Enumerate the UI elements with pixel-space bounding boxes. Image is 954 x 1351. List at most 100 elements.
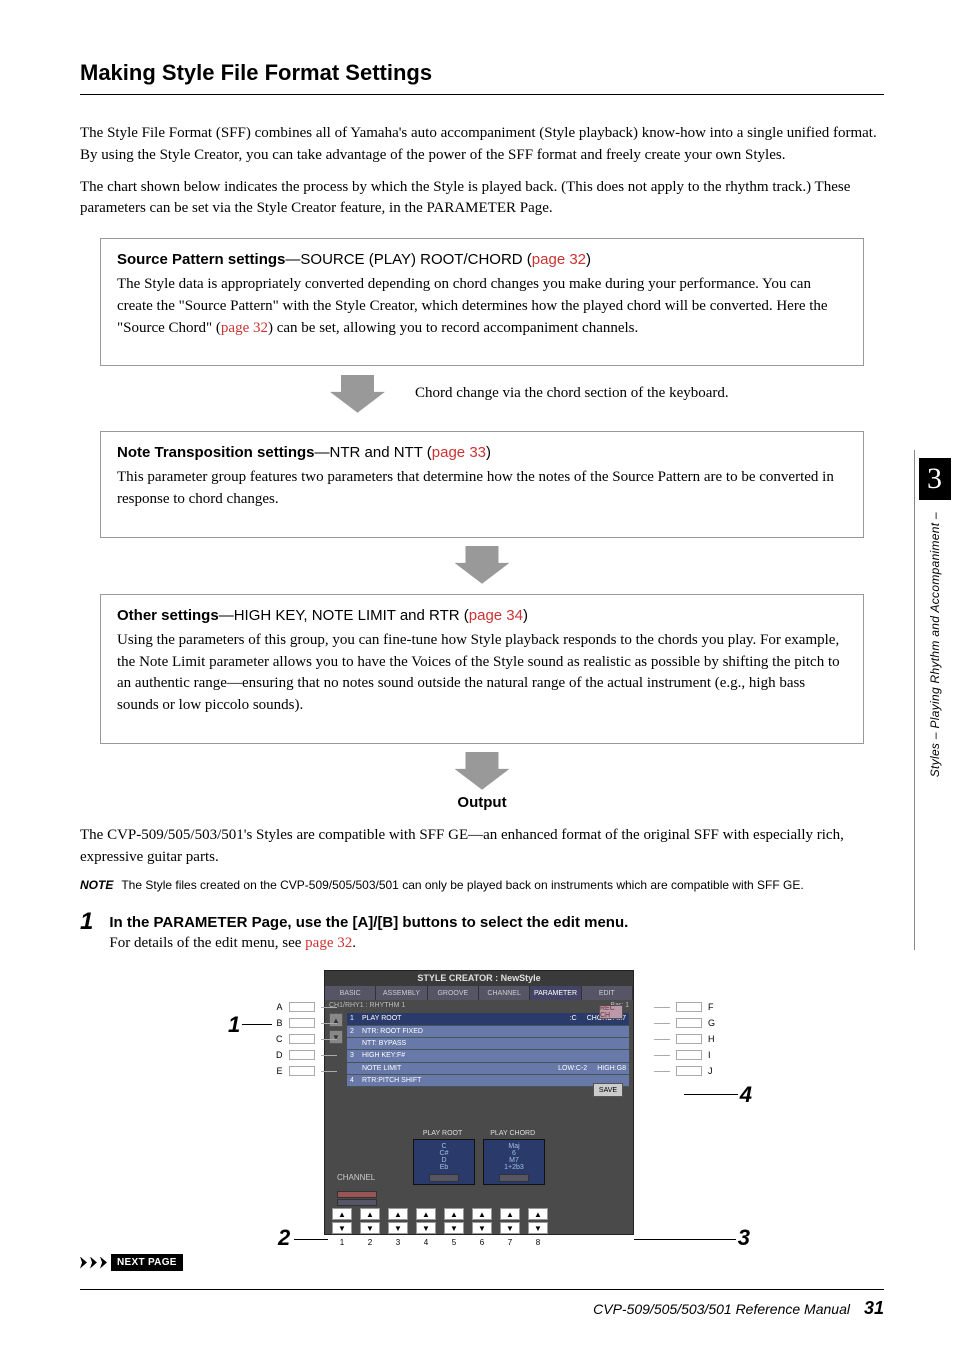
save-button[interactable]: SAVE	[593, 1083, 623, 1097]
bottom-up-button-4[interactable]: ▲	[416, 1208, 436, 1220]
tab-groove[interactable]: GROOVE	[428, 986, 479, 1000]
param-row[interactable]: 3HIGH KEY:F#	[347, 1050, 629, 1062]
callout-line	[294, 1239, 328, 1240]
chord-panel-right: Maj6M71+2b3	[483, 1139, 545, 1185]
callout-1: 1	[228, 1012, 240, 1038]
bottom-down-button-1[interactable]: ▼	[332, 1222, 352, 1234]
note-text: The Style files created on the CVP-509/5…	[121, 878, 803, 892]
bottom-down-button-5[interactable]: ▼	[444, 1222, 464, 1234]
channel-up-icon[interactable]	[337, 1191, 377, 1198]
side-button-B[interactable]	[289, 1018, 315, 1028]
box3-title-link[interactable]: page 34	[469, 607, 523, 624]
side-button-G[interactable]	[676, 1018, 702, 1028]
box1-body: The Style data is appropriately converte…	[117, 274, 847, 339]
bottom-num-label: 5	[452, 1238, 456, 1247]
side-button-F[interactable]	[676, 1002, 702, 1012]
next-page-label[interactable]: NEXT PAGE	[111, 1254, 183, 1271]
bar-row: CH1/RHY1 : RHYTHM 1 Bar: 1	[325, 1000, 633, 1011]
bottom-down-button-6[interactable]: ▼	[472, 1222, 492, 1234]
param-area: ▲ ▼ 1PLAY ROOT:CCHORD: M72NTR: ROOT FIXE…	[325, 1011, 633, 1089]
bottom-num-label: 8	[536, 1238, 540, 1247]
box-source-pattern: Source Pattern settings—SOURCE (PLAY) RO…	[100, 238, 864, 366]
tab-parameter[interactable]: PARAMETER	[530, 986, 581, 1000]
bottom-down-button-4[interactable]: ▼	[416, 1222, 436, 1234]
step-1-title: In the PARAMETER Page, use the [A]/[B] b…	[109, 914, 628, 931]
side-tab-num: 3	[919, 458, 951, 500]
box2-body: This parameter group features two parame…	[117, 467, 847, 511]
figure-wrap: STYLE CREATOR : NewStyle BASICASSEMBLYGR…	[80, 970, 884, 1245]
tab-edit[interactable]: EDIT	[582, 986, 633, 1000]
side-button-D[interactable]	[289, 1050, 315, 1060]
param-row[interactable]: 4RTR:PITCH SHIFT	[347, 1075, 629, 1087]
side-button-J[interactable]	[676, 1066, 702, 1076]
arrow-down-icon	[455, 752, 510, 790]
tab-assembly[interactable]: ASSEMBLY	[376, 986, 427, 1000]
side-btn-label: H	[708, 1034, 715, 1044]
step-1-body: For details of the edit menu, see page 3…	[109, 935, 628, 952]
side-button-E[interactable]	[289, 1066, 315, 1076]
compat-text: The CVP-509/505/503/501's Styles are com…	[80, 825, 884, 869]
footer-page: 31	[864, 1298, 884, 1319]
step-1-num: 1	[80, 910, 93, 952]
channel-down-icon[interactable]	[337, 1199, 377, 1206]
side-btn-label: B	[276, 1018, 282, 1028]
rec-ch-button[interactable]: REC CH	[599, 1005, 623, 1019]
bottom-up-button-2[interactable]: ▲	[360, 1208, 380, 1220]
param-row[interactable]: 1PLAY ROOT:CCHORD: M7	[347, 1013, 629, 1025]
bottom-num-label: 1	[340, 1238, 344, 1247]
screen-title: STYLE CREATOR : NewStyle	[325, 971, 633, 986]
side-btn-label: J	[708, 1066, 713, 1076]
output-label: Output	[457, 794, 506, 811]
box1-body-link[interactable]: page 32	[221, 320, 268, 336]
side-btn-label: D	[276, 1050, 283, 1060]
side-button-I[interactable]	[676, 1050, 702, 1060]
next-page-tag: NEXT PAGE	[80, 1254, 183, 1271]
intro-para-2: The chart shown below indicates the proc…	[80, 177, 884, 221]
bottom-up-button-6[interactable]: ▲	[472, 1208, 492, 1220]
step1-body-b: .	[352, 935, 356, 951]
param-list: 1PLAY ROOT:CCHORD: M72NTR: ROOT FIXEDNTT…	[347, 1013, 629, 1087]
side-btn-label: C	[276, 1034, 283, 1044]
box3-body: Using the parameters of this group, you …	[117, 630, 847, 717]
box1-title-link[interactable]: page 32	[532, 251, 586, 268]
next-chevrons-icon	[80, 1257, 107, 1269]
page-heading: Making Style File Format Settings	[80, 60, 884, 95]
channel-label: CHANNEL	[337, 1173, 375, 1182]
bottom-down-button-3[interactable]: ▼	[388, 1222, 408, 1234]
footer: CVP-509/505/503/501 Reference Manual 31	[80, 1289, 884, 1319]
step1-body-link[interactable]: page 32	[305, 935, 352, 951]
bottom-up-button-8[interactable]: ▲	[528, 1208, 548, 1220]
box2-title-link[interactable]: page 33	[432, 444, 486, 461]
side-button-C[interactable]	[289, 1034, 315, 1044]
bottom-up-button-1[interactable]: ▲	[332, 1208, 352, 1220]
box1-title-bold: Source Pattern settings	[117, 251, 285, 268]
note-tag: NOTE	[80, 878, 113, 892]
box2-title: Note Transposition settings—NTR and NTT …	[117, 444, 847, 461]
callout-4: 4	[740, 1082, 752, 1108]
bottom-num-label: 6	[480, 1238, 484, 1247]
box2-title-rest: —NTR and NTT (	[315, 444, 432, 461]
box1-title-close: )	[586, 251, 591, 268]
figure: STYLE CREATOR : NewStyle BASICASSEMBLYGR…	[242, 970, 722, 1245]
side-button-H[interactable]	[676, 1034, 702, 1044]
step1-body-a: For details of the edit menu, see	[109, 935, 305, 951]
box2-title-close: )	[486, 444, 491, 461]
bottom-up-button-3[interactable]: ▲	[388, 1208, 408, 1220]
param-row[interactable]: 2NTR: ROOT FIXED	[347, 1026, 629, 1038]
note-line: NOTE The Style files created on the CVP-5…	[80, 878, 884, 892]
tab-channel[interactable]: CHANNEL	[479, 986, 530, 1000]
param-row[interactable]: NTT: BYPASS	[347, 1038, 629, 1050]
side-btn-label: E	[276, 1066, 282, 1076]
bottom-down-button-2[interactable]: ▼	[360, 1222, 380, 1234]
tab-basic[interactable]: BASIC	[325, 986, 376, 1000]
param-row[interactable]: NOTE LIMITLOW:C-2HIGH:G8	[347, 1063, 629, 1075]
callout-line	[242, 1024, 272, 1025]
side-button-A[interactable]	[289, 1002, 315, 1012]
box2-title-bold: Note Transposition settings	[117, 444, 315, 461]
bottom-up-button-5[interactable]: ▲	[444, 1208, 464, 1220]
bottom-down-button-8[interactable]: ▼	[528, 1222, 548, 1234]
bottom-down-button-7[interactable]: ▼	[500, 1222, 520, 1234]
box-other-settings: Other settings—HIGH KEY, NOTE LIMIT and …	[100, 594, 864, 744]
bottom-up-button-7[interactable]: ▲	[500, 1208, 520, 1220]
box3-title-rest: —HIGH KEY, NOTE LIMIT and RTR (	[219, 607, 469, 624]
